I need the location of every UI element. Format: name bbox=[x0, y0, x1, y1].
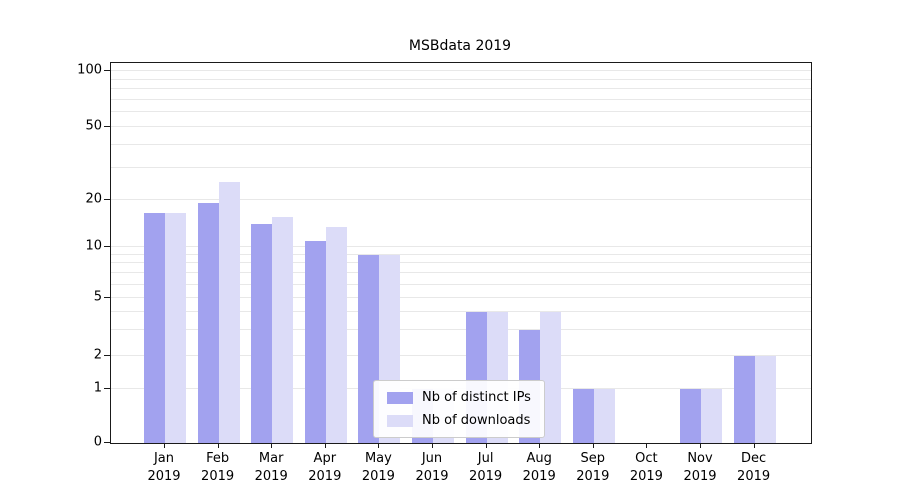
bar-downloads bbox=[165, 213, 186, 443]
x-tick-mark bbox=[485, 443, 487, 448]
x-tick-mark bbox=[539, 443, 541, 448]
bar-distinct-ips bbox=[733, 356, 755, 443]
y-tick-mark bbox=[104, 388, 110, 389]
y-tick-mark bbox=[104, 297, 110, 298]
x-tick-mark bbox=[217, 443, 219, 448]
x-tick-label: Jul 2019 bbox=[469, 451, 503, 484]
y-tick-label: 5 bbox=[93, 289, 102, 305]
gridline bbox=[111, 126, 811, 127]
y-tick-label: 100 bbox=[77, 62, 102, 78]
bar-distinct-ips bbox=[680, 389, 701, 443]
x-tick-mark bbox=[324, 443, 326, 448]
bar-distinct-ips bbox=[572, 389, 594, 443]
y-tick-mark bbox=[104, 70, 110, 71]
x-tick-mark bbox=[432, 443, 433, 448]
y-tick-mark bbox=[104, 199, 110, 200]
y-tick-label: 10 bbox=[85, 238, 102, 254]
x-tick-label: Apr 2019 bbox=[308, 451, 342, 484]
bar-downloads bbox=[325, 226, 347, 443]
gridline bbox=[111, 355, 811, 356]
bar-downloads bbox=[701, 389, 722, 443]
gridline bbox=[111, 143, 811, 145]
legend: Nb of distinct IPs Nb of downloads bbox=[373, 380, 545, 438]
bar-downloads bbox=[540, 312, 562, 443]
x-tick-label: Aug 2019 bbox=[522, 451, 556, 484]
gridline bbox=[111, 166, 811, 168]
bar-distinct-ips bbox=[304, 240, 326, 443]
x-tick-label: Mar 2019 bbox=[254, 451, 288, 484]
legend-label-distinct-ips: Nb of distinct IPs bbox=[422, 390, 531, 405]
plot-area: Nb of distinct IPs Nb of downloads bbox=[110, 62, 812, 444]
gridline bbox=[111, 246, 811, 247]
x-tick-mark bbox=[378, 443, 380, 448]
y-tick-mark bbox=[104, 355, 110, 356]
gridline bbox=[111, 262, 811, 264]
x-tick-mark bbox=[700, 443, 701, 448]
bar-distinct-ips bbox=[197, 203, 219, 443]
chart-title: MSBdata 2019 bbox=[408, 38, 512, 54]
gridline bbox=[111, 98, 811, 100]
y-tick-mark bbox=[104, 246, 110, 247]
x-tick-label: Sep 2019 bbox=[576, 451, 610, 484]
y-tick-label: 0 bbox=[93, 434, 102, 450]
x-tick-label: Oct 2019 bbox=[629, 451, 663, 484]
x-tick-label: May 2019 bbox=[361, 451, 395, 484]
y-tick-label: 2 bbox=[93, 347, 102, 363]
gridline bbox=[111, 272, 811, 274]
y-tick-label: 20 bbox=[85, 191, 102, 207]
x-tick-label: Feb 2019 bbox=[201, 451, 235, 484]
y-tick-label: 50 bbox=[85, 118, 102, 134]
x-tick-mark bbox=[646, 443, 648, 448]
bar-downloads bbox=[754, 356, 776, 443]
gridline bbox=[111, 329, 811, 331]
gridline bbox=[111, 283, 811, 285]
gridline bbox=[111, 297, 811, 298]
x-tick-label: Dec 2019 bbox=[737, 451, 771, 484]
legend-label-downloads: Nb of downloads bbox=[422, 413, 531, 428]
x-tick-mark bbox=[753, 443, 755, 448]
x-tick-label: Jun 2019 bbox=[415, 451, 449, 484]
gridline bbox=[111, 111, 811, 113]
bar-downloads bbox=[272, 217, 294, 443]
gridline bbox=[111, 199, 811, 200]
bar-distinct-ips bbox=[144, 213, 165, 443]
y-tick-mark bbox=[104, 442, 110, 443]
x-tick-label: Jan 2019 bbox=[147, 451, 181, 484]
y-tick-mark bbox=[104, 126, 110, 127]
gridline bbox=[111, 88, 811, 90]
gridline bbox=[111, 70, 811, 71]
bar-downloads bbox=[593, 389, 615, 443]
legend-item-distinct-ips: Nb of distinct IPs bbox=[387, 390, 531, 405]
bar-distinct-ips bbox=[251, 224, 273, 443]
gridline bbox=[111, 253, 811, 255]
legend-item-downloads: Nb of downloads bbox=[387, 413, 531, 428]
legend-swatch-downloads bbox=[387, 414, 413, 427]
gridline bbox=[111, 311, 811, 313]
x-tick-mark bbox=[164, 443, 165, 448]
x-tick-mark bbox=[592, 443, 594, 448]
bar-downloads bbox=[218, 182, 240, 443]
legend-swatch-distinct-ips bbox=[387, 391, 413, 404]
x-tick-mark bbox=[271, 443, 273, 448]
x-tick-label: Nov 2019 bbox=[683, 451, 717, 484]
gridline bbox=[111, 78, 811, 80]
y-tick-label: 1 bbox=[93, 380, 102, 396]
